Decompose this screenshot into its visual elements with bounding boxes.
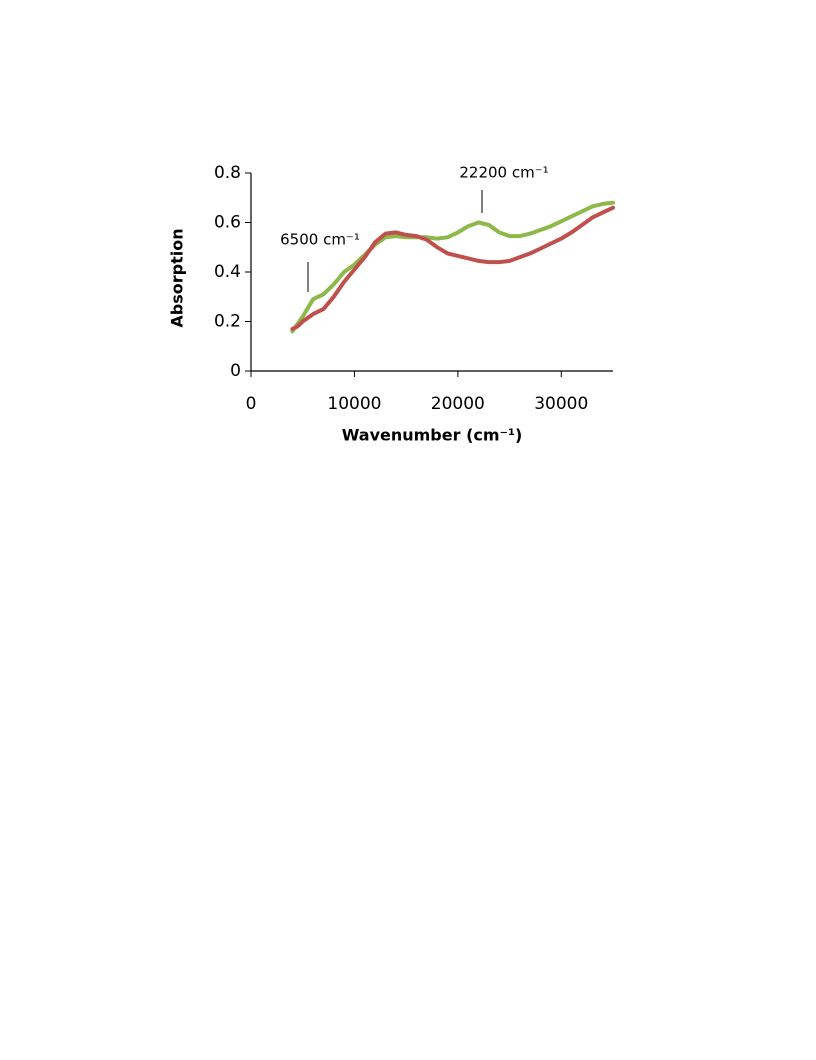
y-tick-label: 0 [230,361,241,381]
x-tick-label: 10000 [327,394,381,414]
data-line [290,200,615,334]
x-tick-label: 0 [246,394,257,414]
annotation: 6500 cm⁻¹ [280,231,360,249]
y-tick-label: 0.2 [214,312,241,332]
x-tick-label: 30000 [534,394,588,414]
y-axis-title: Absorption [168,228,187,327]
y-tick-label: 0.8 [214,163,241,183]
y-tick-label: 0.4 [214,262,241,282]
y-tick-label: 0.6 [214,213,241,233]
data-line [290,205,615,331]
annotation: 22200 cm⁻¹ [459,164,548,182]
x-tick-label: 20000 [431,394,485,414]
x-axis-title: Wavenumber (cm⁻¹) [342,426,523,445]
